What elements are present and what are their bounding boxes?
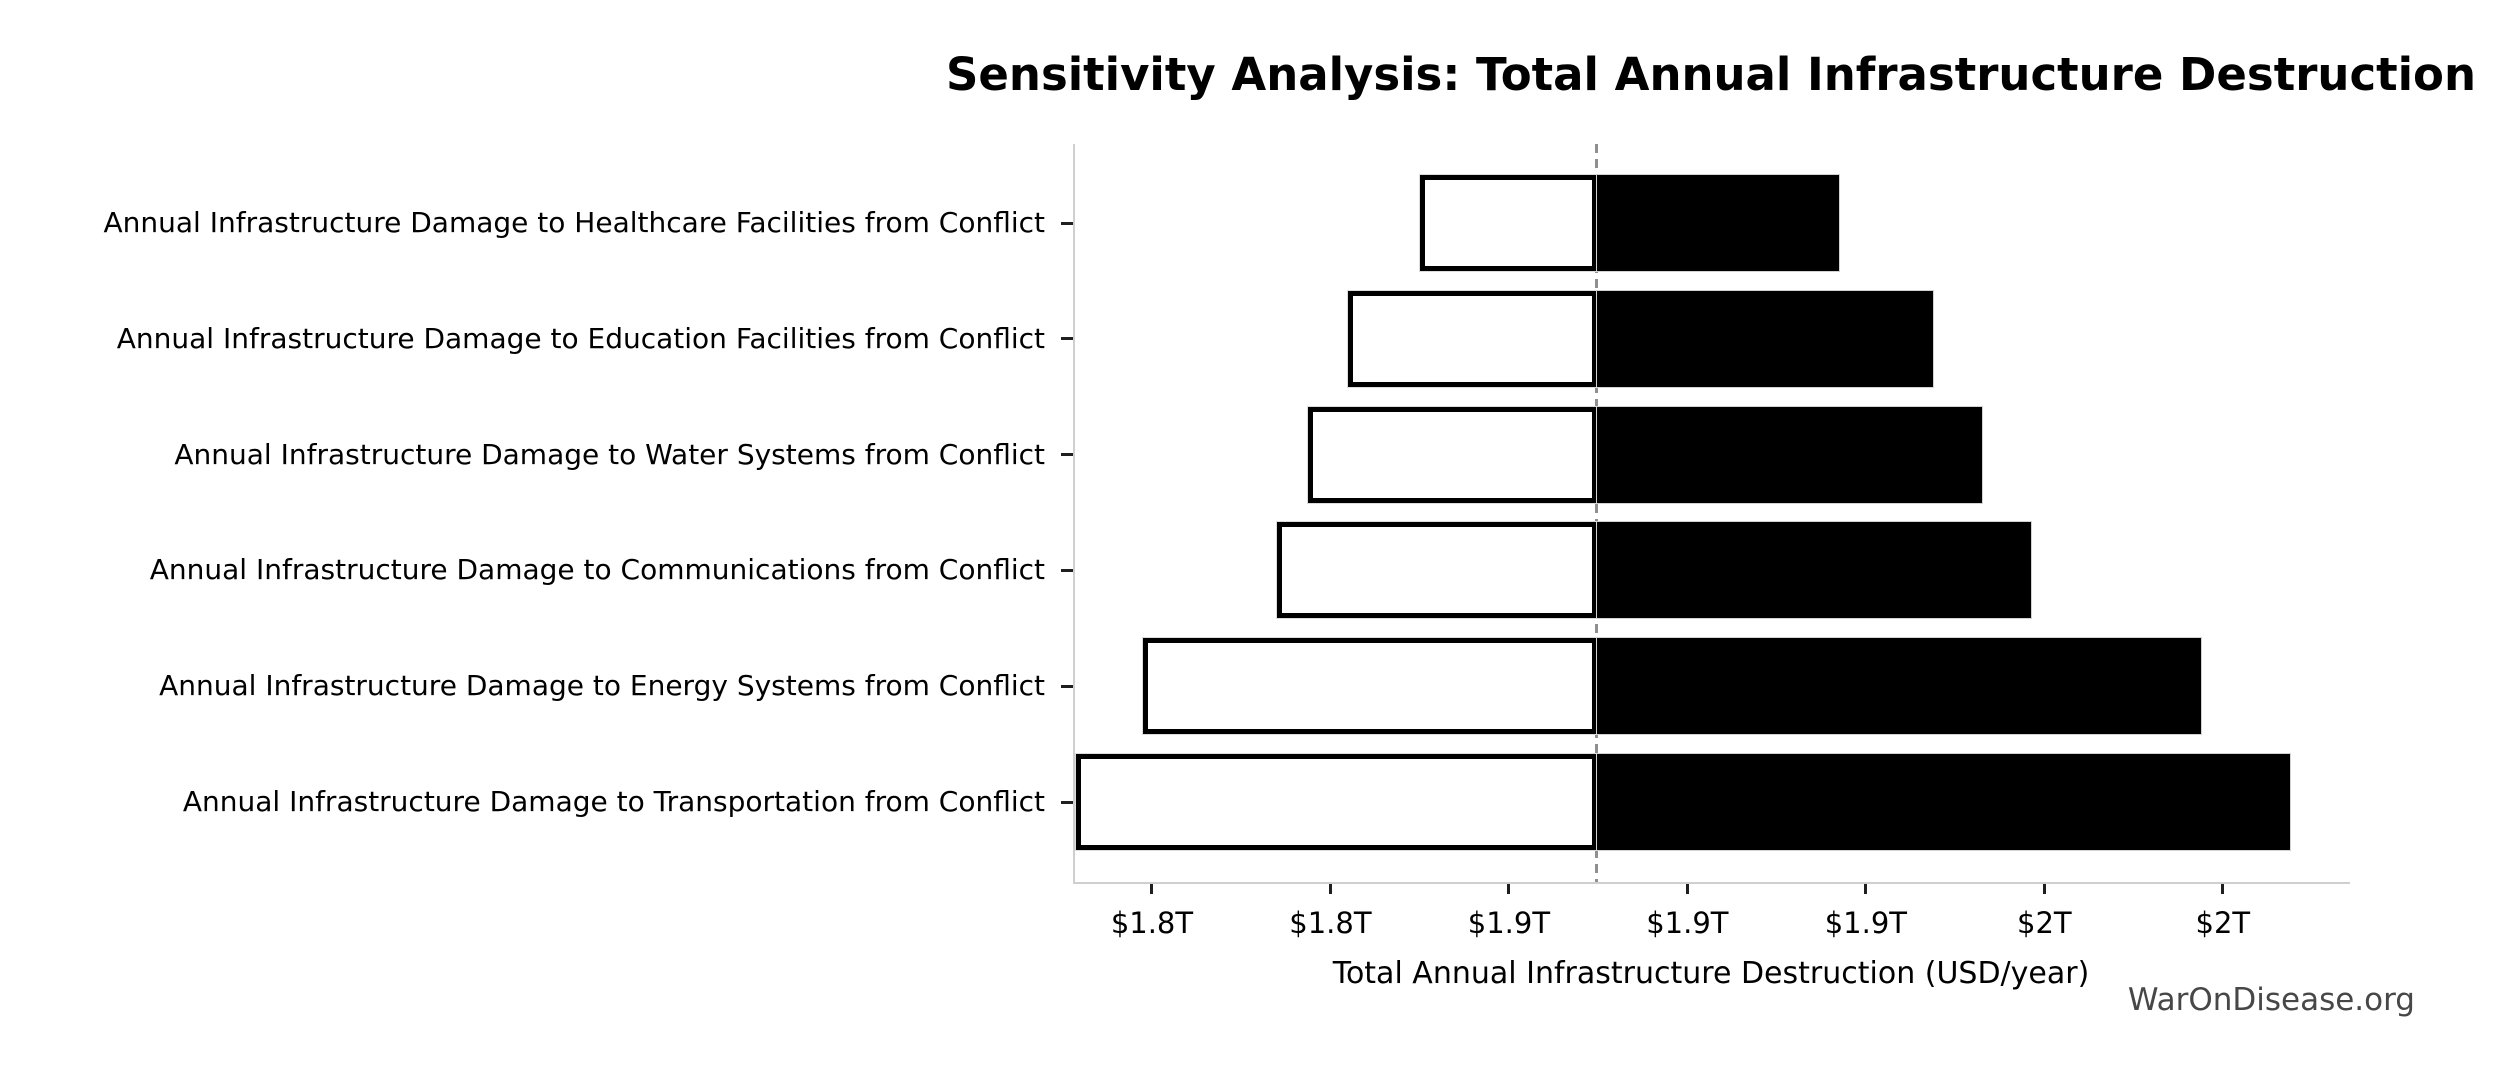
y-tick-mark	[1061, 800, 1073, 804]
x-tick-label: $1.9T	[1646, 906, 1729, 940]
x-tick-mark	[2221, 884, 2225, 894]
x-tick-label: $1.9T	[1824, 906, 1908, 940]
x-tick-label: $1.8T	[1289, 906, 1372, 940]
y-tick-mark	[1061, 684, 1073, 688]
bar-low-4	[1275, 521, 1598, 620]
bar-low-2	[1347, 289, 1598, 388]
x-tick-mark	[1685, 884, 1689, 894]
bar-low-1	[1418, 174, 1598, 272]
y-axis-category-label: Annual Infrastructure Damage to Transpor…	[182, 785, 1045, 818]
y-axis-category-label: Annual Infrastructure Damage to Water Sy…	[174, 437, 1045, 471]
y-axis-category-label: Annual Infrastructure Damage to Energy S…	[159, 669, 1045, 703]
bar-low-3	[1307, 405, 1598, 504]
baseline-dashed-line	[1595, 144, 1599, 882]
y-tick-mark	[1061, 453, 1073, 457]
watermark: WarOnDisease.org	[2127, 982, 2415, 1018]
plot-area	[1073, 144, 2350, 884]
x-tick-label: $1.8T	[1110, 906, 1194, 940]
y-tick-mark	[1061, 221, 1073, 225]
x-tick-mark	[1150, 884, 1154, 894]
x-tick-label: $2T	[2017, 906, 2072, 940]
y-axis-category-label: Annual Infrastructure Damage to Communic…	[149, 553, 1045, 587]
bar-high-1	[1595, 174, 1841, 272]
bar-high-4	[1595, 521, 2032, 620]
bar-high-6	[1595, 753, 2291, 851]
x-tick-label: $1.9T	[1467, 906, 1551, 940]
y-axis-category-label: Annual Infrastructure Damage to Educatio…	[116, 321, 1045, 355]
bar-high-2	[1595, 289, 1934, 388]
y-axis-category-label: Annual Infrastructure Damage to Healthca…	[103, 206, 1046, 239]
y-tick-mark	[1061, 568, 1073, 572]
bar-low-5	[1142, 637, 1598, 736]
x-axis-label: Total Annual Infrastructure Destruction …	[1332, 956, 2090, 991]
bar-high-3	[1595, 405, 1983, 504]
x-axis-spine	[1073, 882, 2350, 884]
bar-high-5	[1595, 637, 2202, 736]
x-tick-label: $2T	[2195, 906, 2251, 940]
x-tick-mark	[1507, 884, 1511, 894]
bar-low-6	[1075, 753, 1598, 851]
chart-title: Sensitivity Analysis: Total Annual Infra…	[945, 48, 2477, 101]
y-tick-mark	[1061, 337, 1073, 341]
x-tick-mark	[1328, 884, 1332, 894]
y-axis-spine	[1073, 144, 1075, 882]
x-tick-mark	[1864, 884, 1868, 894]
x-tick-mark	[2042, 884, 2046, 894]
